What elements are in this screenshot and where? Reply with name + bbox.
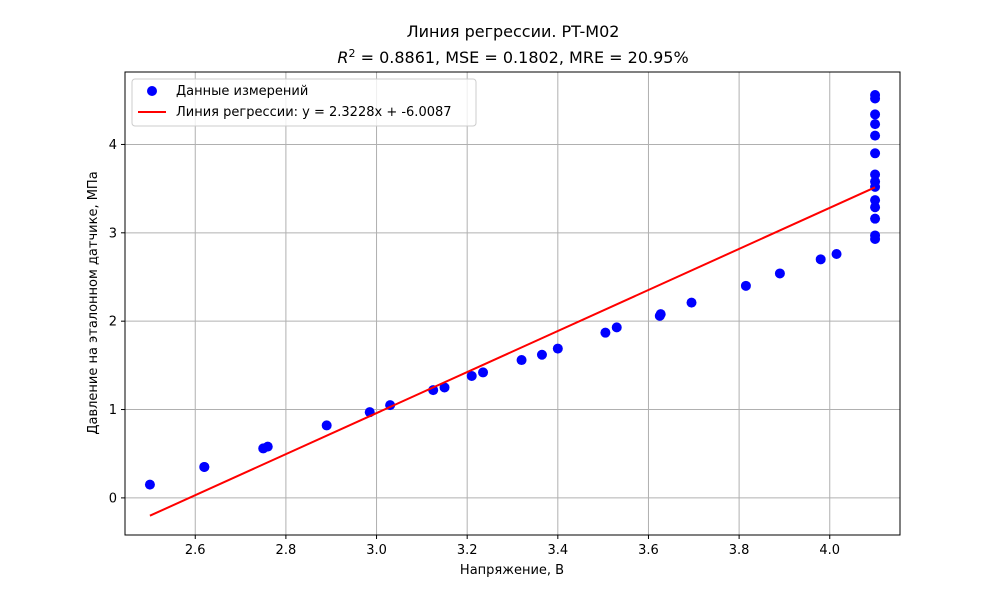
data-point: [870, 109, 881, 120]
x-tick-label: 4.0: [819, 543, 840, 558]
y-tick-label: 4: [109, 138, 117, 153]
subtitle-metrics: = 0.8861, MSE = 0.1802, MRE = 20.95%: [355, 48, 688, 67]
plot-marks: [144, 89, 881, 517]
data-point: [870, 119, 881, 130]
data-point: [655, 309, 666, 320]
subtitle-r-symbol: R: [337, 48, 348, 67]
legend-label-data: Данные измерений: [176, 84, 308, 99]
data-point: [740, 280, 751, 291]
x-tick-label: 3.2: [457, 543, 478, 558]
data-point: [870, 213, 881, 224]
regression-line: [149, 186, 876, 517]
x-tick-label: 2.8: [276, 543, 297, 558]
axis-ticks: 2.6 2.8 3.0 3.2 3.4 3.6 3.8 4.0 0 1 2 3 4: [109, 138, 840, 558]
data-point: [199, 461, 210, 472]
data-point: [600, 327, 611, 338]
data-point: [478, 367, 489, 378]
x-tick-label: 3.0: [366, 543, 387, 558]
legend-scatter-marker: [147, 86, 157, 96]
data-point: [536, 349, 547, 360]
grid: [125, 72, 900, 535]
x-tick-label: 3.4: [547, 543, 568, 558]
chart-title: Линия регрессии. PT-M02: [407, 22, 620, 41]
legend-box: [131, 78, 477, 127]
data-point: [815, 254, 826, 265]
data-point: [870, 176, 881, 187]
data-point: [774, 268, 785, 279]
data-point: [870, 169, 881, 180]
y-tick-label: 0: [109, 491, 117, 506]
data-point: [321, 420, 332, 431]
data-point: [262, 441, 273, 452]
y-tick-label: 3: [109, 226, 117, 241]
data-point: [466, 370, 477, 381]
data-point: [870, 230, 881, 241]
x-tick-label: 3.6: [638, 543, 659, 558]
data-point: [686, 297, 697, 308]
data-point: [870, 89, 881, 100]
legend-label-regression: Линия регрессии: y = 2.3228x + -6.0087: [176, 105, 452, 120]
data-point: [611, 322, 622, 333]
y-tick-label: 1: [109, 403, 117, 418]
subtitle-superscript: 2: [348, 47, 355, 60]
plot-frame: [124, 71, 901, 536]
legend: Данные измерений Линия регрессии: y = 2.…: [131, 78, 477, 127]
data-point: [439, 382, 450, 393]
data-point: [870, 148, 881, 159]
data-point: [144, 479, 155, 490]
data-point: [831, 249, 842, 260]
data-point: [870, 130, 881, 141]
data-point: [870, 195, 881, 206]
x-axis-label: Напряжение, В: [460, 563, 564, 578]
y-axis-label: Давление на эталонном датчике, МПа: [86, 171, 101, 434]
y-tick-label: 2: [109, 315, 117, 330]
chart-subtitle: R2 = 0.8861, MSE = 0.1802, MRE = 20.95%: [337, 47, 688, 67]
data-point: [552, 343, 563, 354]
x-tick-label: 3.8: [729, 543, 750, 558]
data-point: [870, 202, 881, 213]
data-point: [516, 355, 527, 366]
x-tick-label: 2.6: [185, 543, 206, 558]
